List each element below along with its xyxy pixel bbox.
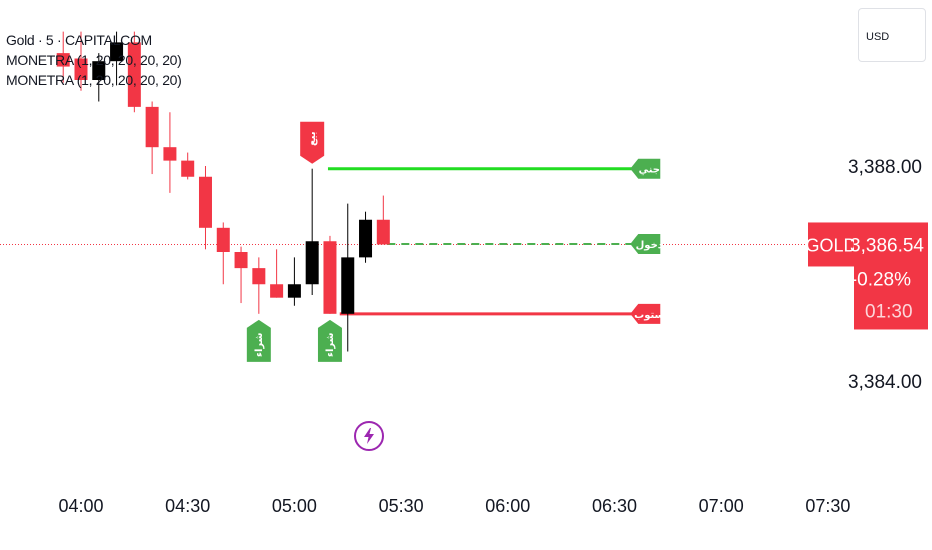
- candle-body: [127, 42, 141, 107]
- buy-signal-text: شراء: [325, 332, 336, 357]
- price-badge-countdown: 01:30: [865, 301, 913, 322]
- symbol-title[interactable]: Gold · 5 · CAPITALCOM: [6, 32, 152, 48]
- candle[interactable]: [56, 31, 70, 83]
- candle-body: [270, 284, 284, 298]
- candle-body: [323, 241, 337, 314]
- symbol-badge[interactable]: [808, 222, 854, 267]
- candle[interactable]: [110, 31, 124, 86]
- x-tick-label: 07:30: [805, 496, 850, 516]
- x-tick-label: 04:00: [58, 496, 103, 516]
- candle-body: [145, 106, 159, 148]
- x-tick-label: 06:30: [592, 496, 637, 516]
- x-tick-label: 04:30: [165, 496, 210, 516]
- buy-signal-label[interactable]: [246, 319, 271, 362]
- candle[interactable]: [270, 249, 284, 298]
- buy-signal-text: شراء: [254, 332, 265, 357]
- candle[interactable]: [92, 53, 106, 102]
- candle[interactable]: [359, 211, 373, 263]
- target-tag-label: جني: [639, 165, 660, 176]
- candle[interactable]: [127, 31, 141, 113]
- indicator-legend-1[interactable]: MONETRA (1, 20, 20, 20, 20): [6, 52, 182, 68]
- candle-body: [376, 219, 390, 245]
- chart-legend: Gold · 5 · CAPITALCOM MONETRA (1, 20, 20…: [6, 30, 182, 90]
- candle-body: [110, 42, 124, 62]
- lightning-bolt-icon[interactable]: [354, 421, 384, 451]
- candle[interactable]: [74, 31, 88, 91]
- candle-body: [163, 147, 177, 161]
- candle-body: [74, 58, 88, 80]
- symbol-badge-text: GOLD: [805, 235, 856, 255]
- indicator-legend-2[interactable]: MONETRA (1, 20, 20, 20, 20): [6, 72, 182, 88]
- candle-body: [216, 227, 230, 252]
- stop-tag-label: ستوب: [634, 310, 664, 321]
- x-tick-label: 07:00: [699, 496, 744, 516]
- candle[interactable]: [252, 257, 266, 314]
- candle-body: [287, 284, 301, 298]
- sell-signal-text: بيع: [307, 131, 318, 146]
- target-tag[interactable]: [630, 158, 661, 179]
- candle-body: [359, 219, 373, 258]
- buy-signal-label[interactable]: [317, 319, 342, 362]
- entry-tag[interactable]: [630, 233, 661, 254]
- candle[interactable]: [181, 152, 195, 180]
- candle[interactable]: [163, 112, 177, 193]
- candle-body: [252, 268, 266, 285]
- candle[interactable]: [145, 101, 159, 175]
- sell-signal-label[interactable]: [300, 121, 325, 164]
- candle[interactable]: [216, 222, 230, 285]
- candle[interactable]: [341, 203, 355, 352]
- candle[interactable]: [287, 257, 301, 306]
- x-tick-label: 05:00: [272, 496, 317, 516]
- candle[interactable]: [323, 235, 337, 314]
- lightning-bolt-glyph: [364, 428, 374, 444]
- candle-body: [56, 53, 70, 67]
- price-badge-change: -0.28%: [851, 269, 911, 290]
- y-tick-label: 3,388.00: [848, 157, 922, 178]
- candle-body: [92, 61, 106, 80]
- candle-body: [305, 241, 319, 285]
- candle-body: [341, 257, 355, 314]
- candle[interactable]: [198, 166, 212, 250]
- stop-tag[interactable]: [630, 303, 661, 324]
- candle-body: [234, 252, 248, 269]
- candle[interactable]: [376, 195, 390, 245]
- y-tick-label: 3,384.00: [848, 372, 922, 393]
- candle[interactable]: [234, 246, 248, 304]
- x-tick-label: 06:00: [485, 496, 530, 516]
- candle[interactable]: [305, 168, 319, 295]
- candle-body: [181, 160, 195, 177]
- currency-label: USD: [866, 31, 890, 43]
- price-badge[interactable]: [854, 222, 928, 330]
- x-tick-label: 05:30: [379, 496, 424, 516]
- currency-selector[interactable]: USD: [858, 8, 926, 62]
- entry-tag-label: دخول: [636, 240, 663, 251]
- candle-body: [198, 176, 212, 228]
- price-badge-price: 3,386.54: [850, 235, 924, 256]
